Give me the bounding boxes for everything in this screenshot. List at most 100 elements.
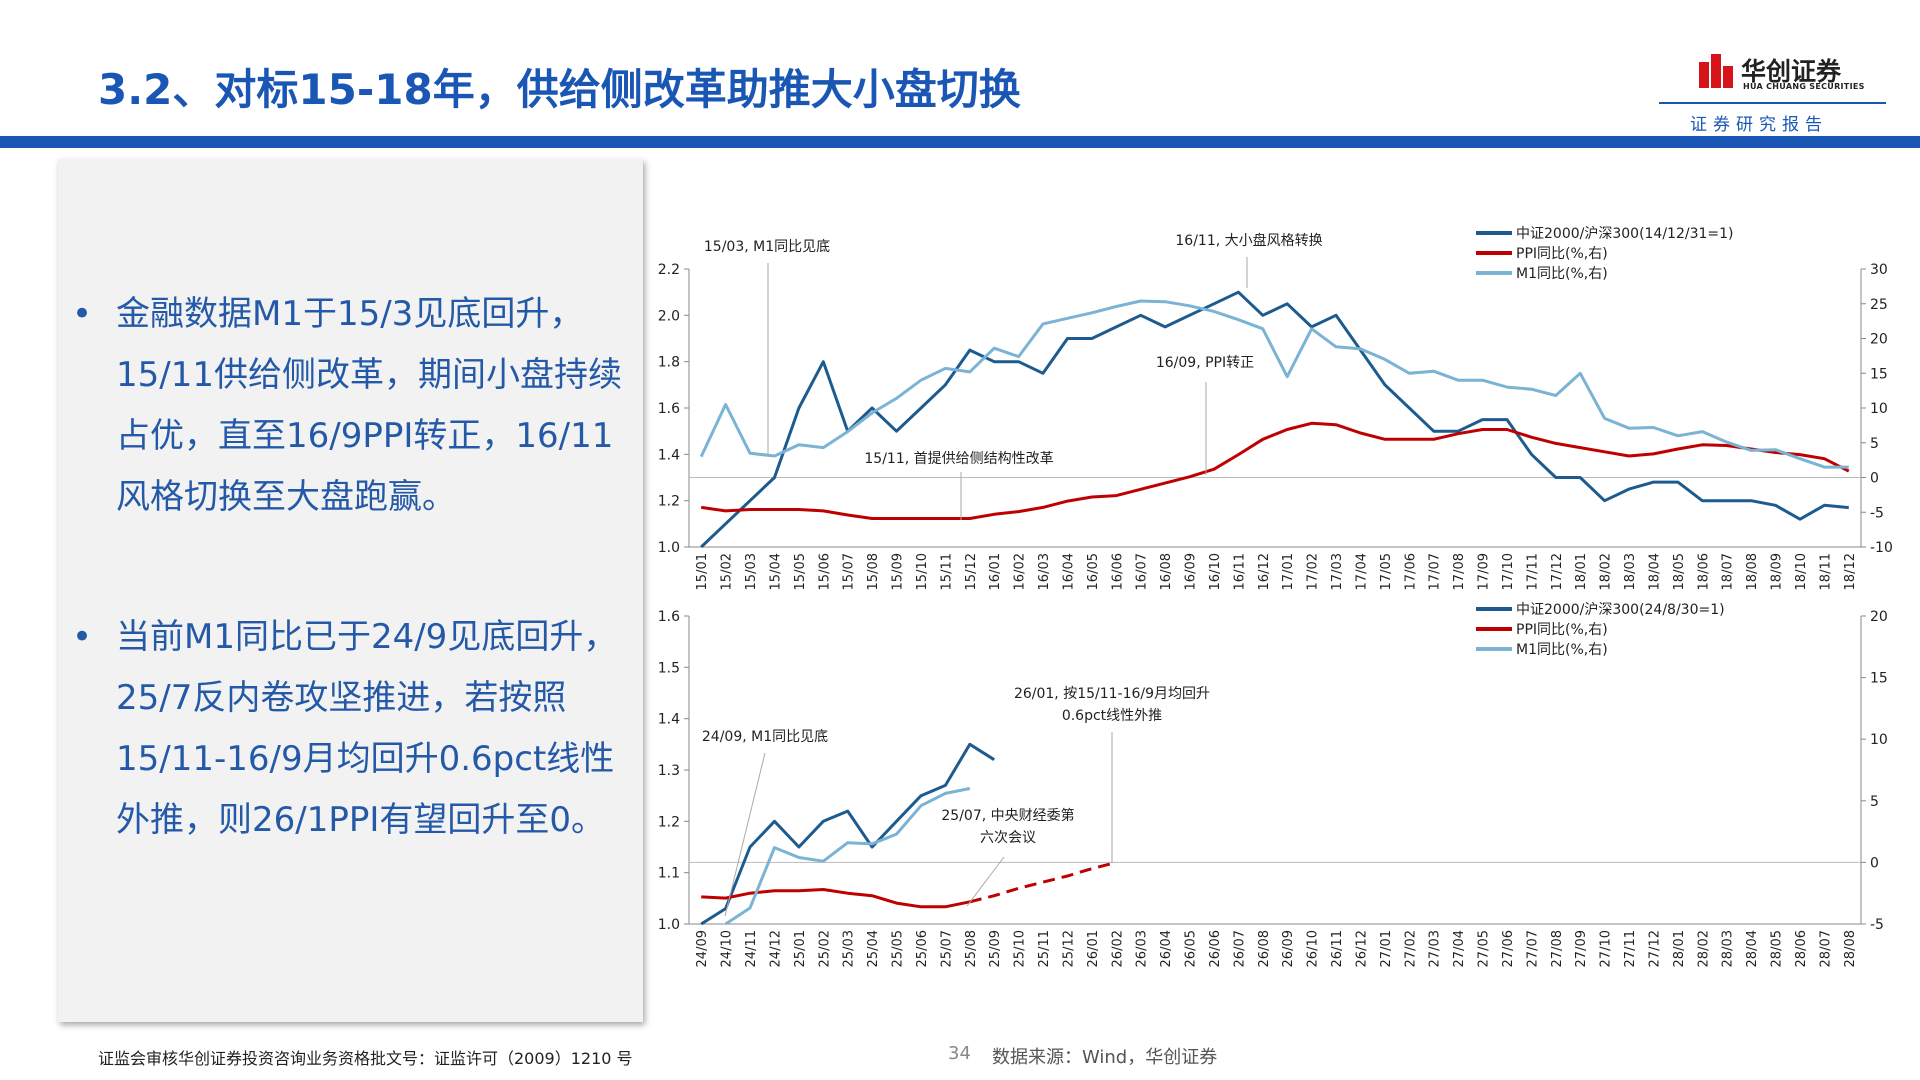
- page-number: 34: [948, 1043, 971, 1064]
- x-tick-label: 18/09: [1770, 553, 1785, 590]
- x-tick-label: 17/06: [1403, 553, 1418, 590]
- annotation-leader: [966, 856, 1005, 907]
- x-tick-label: 17/03: [1330, 553, 1345, 590]
- series-line: [700, 421, 1850, 520]
- x-tick-label: 28/04: [1745, 930, 1760, 967]
- x-tick-label: 25/10: [1013, 930, 1028, 967]
- x-tick-label: 26/10: [1306, 930, 1321, 967]
- y2-tick-label: 0: [1870, 855, 1879, 871]
- text-panel: [58, 159, 643, 1022]
- legend-label: 中证2000/沪深300(24/8/30=1): [1516, 602, 1725, 618]
- x-tick-label: 24/12: [768, 930, 783, 967]
- x-tick-label: 25/09: [988, 930, 1003, 967]
- x-tick-label: 15/11: [939, 553, 954, 590]
- x-tick-label: 26/09: [1281, 930, 1296, 967]
- annotation: 26/01, 按15/11-16/9月均回升: [1014, 686, 1210, 702]
- x-tick-label: 27/01: [1379, 930, 1394, 967]
- x-tick-label: 18/12: [1843, 553, 1858, 590]
- x-tick-label: 24/10: [720, 930, 735, 967]
- x-tick-label: 26/04: [1159, 930, 1174, 967]
- y2-tick-label: 15: [1870, 366, 1888, 382]
- x-tick-label: 26/08: [1257, 930, 1272, 967]
- x-tick-label: 26/11: [1330, 930, 1345, 967]
- x-tick-label: 18/07: [1721, 553, 1736, 590]
- x-tick-label: 26/06: [1208, 930, 1223, 967]
- x-tick-label: 27/08: [1550, 930, 1565, 967]
- x-tick-label: 25/02: [817, 930, 832, 967]
- x-tick-label: 25/05: [891, 930, 906, 967]
- x-tick-label: 15/09: [891, 553, 906, 590]
- x-tick-label: 16/06: [1110, 553, 1125, 590]
- x-tick-label: 16/01: [988, 553, 1003, 590]
- x-tick-label: 15/10: [915, 553, 930, 590]
- x-tick-label: 25/12: [1061, 930, 1076, 967]
- x-tick-label: 24/11: [744, 930, 759, 967]
- x-tick-label: 18/06: [1696, 553, 1711, 590]
- x-tick-label: 27/10: [1599, 930, 1614, 967]
- x-tick-label: 27/02: [1403, 930, 1418, 967]
- x-tick-label: 15/05: [793, 553, 808, 590]
- divider: [1659, 102, 1886, 104]
- x-tick-label: 18/03: [1623, 553, 1638, 590]
- series-line: [700, 290, 1849, 549]
- x-tick-label: 26/05: [1184, 930, 1199, 967]
- x-tick-label: 27/03: [1428, 930, 1443, 967]
- x-tick-label: 25/08: [964, 930, 979, 967]
- x-tick-label: 28/03: [1721, 930, 1736, 967]
- x-tick-label: 25/03: [842, 930, 857, 967]
- y2-tick-label: 25: [1870, 297, 1888, 313]
- x-tick-label: 28/07: [1818, 930, 1833, 967]
- y2-tick-label: 5: [1870, 436, 1879, 452]
- legend-label: M1同比(%,右): [1516, 266, 1608, 282]
- x-tick-label: 25/11: [1037, 930, 1052, 967]
- y2-tick-label: 10: [1870, 401, 1888, 417]
- x-tick-label: 28/06: [1794, 930, 1809, 967]
- annotation: 25/07, 中央财经委第: [941, 807, 1074, 824]
- annotation: 15/11, 首提供给侧结构性改革: [864, 451, 1053, 467]
- logo-icon: [1699, 54, 1733, 88]
- y2-tick-label: 0: [1870, 471, 1879, 487]
- x-tick-label: 15/03: [744, 553, 759, 590]
- y-tick-label: 1.0: [658, 917, 680, 933]
- x-tick-label: 18/08: [1745, 553, 1760, 590]
- legend-label: PPI同比(%,右): [1516, 622, 1608, 638]
- series-line: [724, 787, 971, 926]
- y-tick-label: 1.6: [658, 609, 680, 625]
- x-tick-label: 18/04: [1647, 553, 1662, 590]
- y2-tick-label: 10: [1870, 732, 1888, 748]
- x-tick-label: 18/01: [1574, 553, 1589, 590]
- x-tick-label: 17/02: [1306, 553, 1321, 590]
- x-tick-label: 17/12: [1550, 553, 1565, 590]
- logo-text: 华创证券: [1741, 57, 1842, 86]
- annotation: 0.6pct线性外推: [1062, 708, 1162, 724]
- y2-tick-label: -5: [1870, 505, 1884, 521]
- x-tick-label: 27/05: [1477, 930, 1492, 967]
- x-tick-label: 18/05: [1672, 553, 1687, 590]
- y-tick-label: 1.8: [658, 355, 680, 371]
- y-tick-label: 1.2: [658, 494, 680, 510]
- series-line: [969, 860, 1117, 904]
- annotation: 16/09, PPI转正: [1156, 355, 1254, 371]
- bullet: • 金融数据M1于15/3见底回升，15/11供给侧改革，期间小盘持续占优，直至1…: [58, 284, 628, 528]
- x-tick-label: 26/07: [1232, 930, 1247, 967]
- x-tick-label: 27/11: [1623, 930, 1638, 967]
- x-tick-label: 18/11: [1818, 553, 1833, 590]
- x-tick-label: 16/04: [1061, 553, 1076, 590]
- source: 数据来源：Wind，华创证券: [992, 1047, 1218, 1068]
- y-tick-label: 1.1: [658, 866, 680, 882]
- x-tick-label: 17/08: [1452, 553, 1467, 590]
- x-tick-label: 16/02: [1013, 553, 1028, 590]
- x-tick-label: 17/05: [1379, 553, 1394, 590]
- x-tick-label: 15/07: [842, 553, 857, 590]
- y2-tick-label: -10: [1870, 540, 1893, 556]
- x-tick-label: 28/02: [1696, 930, 1711, 967]
- x-tick-label: 25/01: [793, 930, 808, 967]
- y2-tick-label: -5: [1870, 917, 1884, 933]
- x-tick-label: 27/09: [1574, 930, 1589, 967]
- logo-subtext: HUA CHUANG SECURITIES: [1743, 82, 1865, 91]
- y2-tick-label: 5: [1870, 794, 1879, 810]
- y-tick-label: 1.6: [658, 401, 680, 417]
- x-tick-label: 17/04: [1354, 553, 1369, 590]
- x-tick-label: 15/08: [866, 553, 881, 590]
